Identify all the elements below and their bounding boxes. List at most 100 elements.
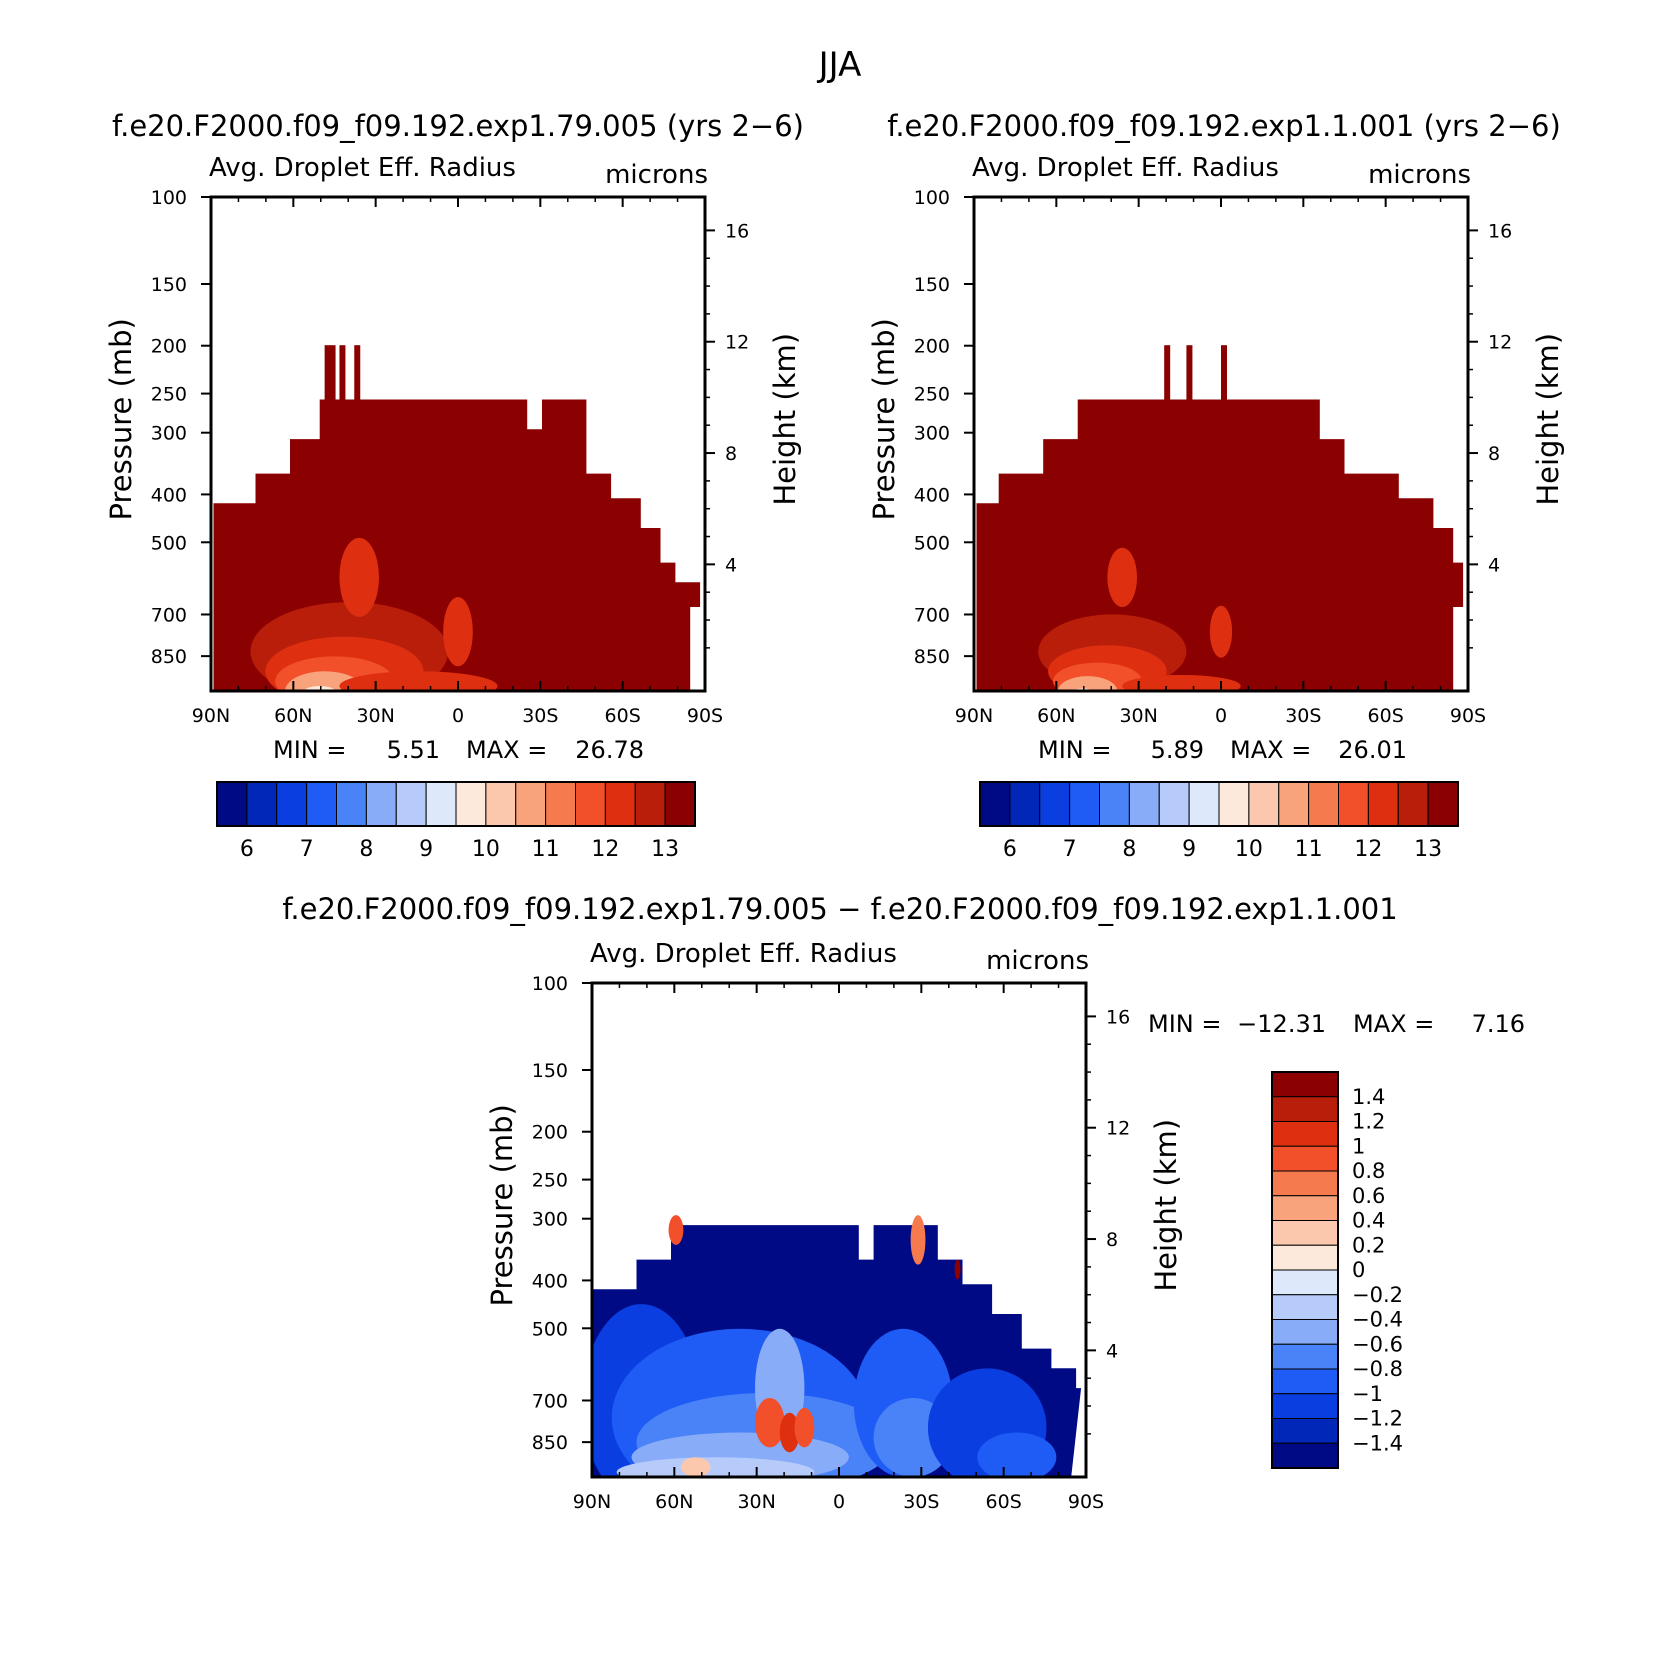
panel-3-axes: 90N 60N 30N 0 30S 60S 90S 100 150 200 250 300 400 500… (485, 973, 1183, 1513)
y-tick-label: 200 (151, 336, 187, 358)
colorbar-swatch (1099, 781, 1130, 827)
panel-2-units: microns (1368, 160, 1471, 190)
colorbar-swatch (1367, 781, 1399, 827)
colorbar-swatch (1427, 781, 1459, 827)
colorbar-label: 1.2 (1352, 1110, 1385, 1134)
colorbar-swatch (1271, 1418, 1339, 1444)
colorbar-label: −0.4 (1352, 1308, 1403, 1332)
x-tick-label: 60S (605, 705, 641, 727)
y-right-tick-label: 12 (1106, 1118, 1130, 1140)
x-tick-label: 30N (356, 705, 394, 727)
panel-3-min-label: MIN = (1148, 1010, 1221, 1038)
panel-1-gradient (339, 537, 379, 617)
y-tick-label: 100 (532, 973, 568, 995)
colorbar-label: −0.8 (1352, 1357, 1403, 1381)
colorbar-label: 12 (591, 837, 619, 862)
panel-3-anomaly (616, 1457, 815, 1477)
y-tick-label: 150 (914, 274, 950, 296)
panel-2-min-label: MIN = (1038, 736, 1111, 764)
x-tick-label: 90N (955, 705, 993, 727)
y-right-tick-label: 8 (1488, 443, 1500, 465)
colorbar-swatch (634, 781, 666, 827)
colorbar-label: −1.2 (1352, 1407, 1403, 1431)
colorbar-swatch (1271, 1269, 1339, 1296)
panel-2-axes: 90N 60N 30N 0 30S 60S 90S 100 150 200 250 300 400 500… (867, 187, 1565, 727)
y-tick-label: 400 (914, 484, 950, 506)
panel-2-cloud-top (1164, 345, 1171, 400)
colorbar-swatch (485, 781, 517, 827)
colorbar-label: 8 (359, 837, 373, 862)
panel-3-anomaly (794, 1407, 815, 1448)
panel-2-min-value: 5.89 (1151, 736, 1204, 764)
colorbar-label: 8 (1122, 837, 1136, 862)
colorbar-swatch (1338, 781, 1369, 827)
colorbar-swatch (276, 781, 308, 827)
panel-1-gradient (339, 671, 498, 691)
colorbar-swatch (1271, 1294, 1339, 1320)
x-tick-label: 0 (1215, 705, 1227, 727)
colorbar-swatch (1397, 781, 1429, 827)
panel-1-min-label: MIN = (273, 736, 346, 764)
colorbar-swatch (1271, 1343, 1339, 1370)
panel-3-anomaly (910, 1215, 926, 1265)
colorbar-label: −1.4 (1352, 1431, 1403, 1455)
y-right-axis-title: Height (km) (1531, 333, 1565, 506)
y-right-tick-label: 16 (1106, 1006, 1130, 1028)
y-tick-label: 400 (151, 484, 187, 506)
x-tick-label: 90N (192, 705, 230, 727)
colorbar-label: 1.4 (1352, 1085, 1385, 1109)
x-tick-label: 30S (903, 1491, 939, 1513)
panel-3-anomaly (977, 1432, 1057, 1477)
panel-3-field (592, 1215, 1082, 1477)
panel-1-cloud-top (354, 345, 361, 400)
y-tick-label: 700 (914, 604, 950, 626)
colorbar-swatch (979, 781, 1011, 827)
colorbar-swatch (1271, 1368, 1339, 1395)
y-tick-label: 100 (151, 187, 187, 209)
panel-1-cloud-top (339, 345, 346, 400)
panel-1-max-label: MAX = (466, 736, 547, 764)
x-tick-label: 0 (833, 1491, 845, 1513)
y-tick-label: 150 (532, 1060, 568, 1082)
x-tick-label: 90S (1068, 1491, 1104, 1513)
y-right-tick-label: 12 (725, 332, 749, 354)
panel-3-title: f.e20.F2000.f09_f09.192.exp1.79.005 − f.… (282, 892, 1397, 926)
y-tick-label: 500 (914, 532, 950, 554)
colorbar-label: 10 (1235, 837, 1263, 862)
panel-1-title: f.e20.F2000.f09_f09.192.exp1.79.005 (yrs… (112, 109, 804, 143)
colorbar-label: 0.4 (1352, 1209, 1385, 1233)
colorbar-frame (1271, 1071, 1339, 1469)
panel-3-max-label: MAX = (1353, 1010, 1434, 1038)
y-tick-label: 500 (151, 532, 187, 554)
y-axis-title: Pressure (mb) (485, 1104, 519, 1306)
colorbar-swatch (216, 781, 248, 827)
y-tick-label: 150 (151, 274, 187, 296)
y-axis-title: Pressure (mb) (867, 318, 901, 520)
colorbar-label: −0.6 (1352, 1332, 1403, 1356)
colorbar-swatch (1009, 781, 1041, 827)
colorbar-label: 6 (1003, 837, 1017, 862)
x-tick-label: 30S (1285, 705, 1321, 727)
panel-2-max-label: MAX = (1230, 736, 1311, 764)
colorbar-swatch (1069, 781, 1100, 827)
colorbar-label: 11 (1295, 837, 1323, 862)
panel-3-anomaly (755, 1397, 785, 1448)
panel-3-field-label: Avg. Droplet Eff. Radius (590, 939, 897, 969)
colorbar-swatch (1271, 1145, 1339, 1172)
colorbar-swatch (1188, 781, 1220, 827)
y-right-tick-label: 16 (1488, 220, 1512, 242)
panel-2-colorbar: 6 7 8 9 10 11 12 13 (979, 781, 1459, 862)
colorbar-swatch (336, 781, 367, 827)
y-tick-label: 100 (914, 187, 950, 209)
y-tick-label: 700 (532, 1390, 568, 1412)
y-tick-label: 300 (914, 423, 950, 445)
panel-1-min-value: 5.51 (387, 736, 440, 764)
y-tick-label: 400 (532, 1270, 568, 1292)
panel-2-title: f.e20.F2000.f09_f09.192.exp1.1.001 (yrs … (887, 109, 1561, 143)
colorbar-swatch (425, 781, 457, 827)
colorbar-label: −0.2 (1352, 1283, 1403, 1307)
colorbar-swatch (1158, 781, 1190, 827)
colorbar-swatch (1271, 1319, 1339, 1345)
y-tick-label: 850 (914, 646, 950, 668)
